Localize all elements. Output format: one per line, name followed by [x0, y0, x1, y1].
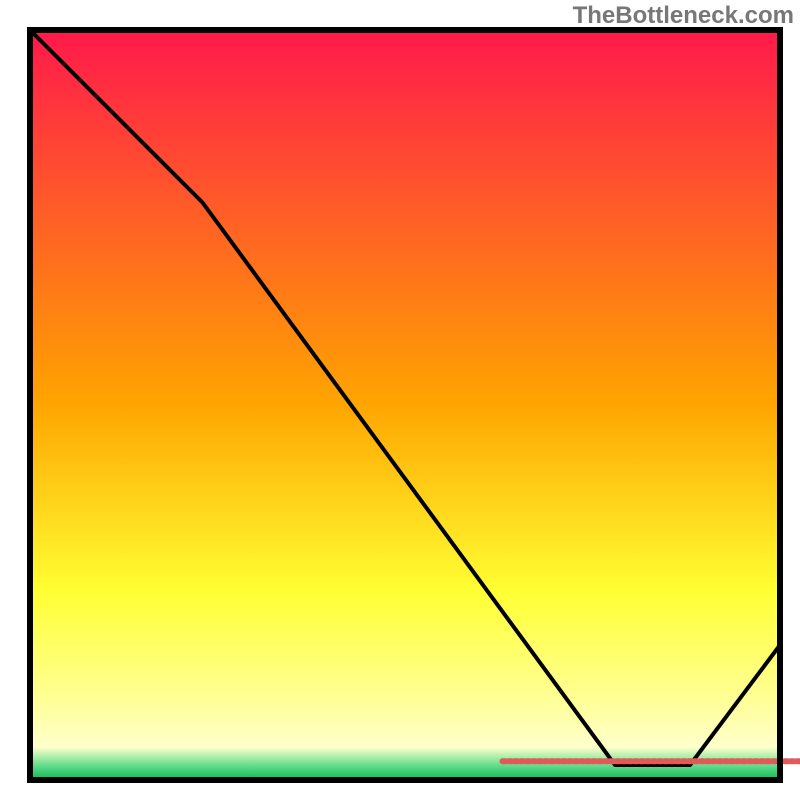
chart-container: TheBottleneck.com	[0, 0, 800, 800]
bottleneck-chart	[0, 0, 800, 800]
